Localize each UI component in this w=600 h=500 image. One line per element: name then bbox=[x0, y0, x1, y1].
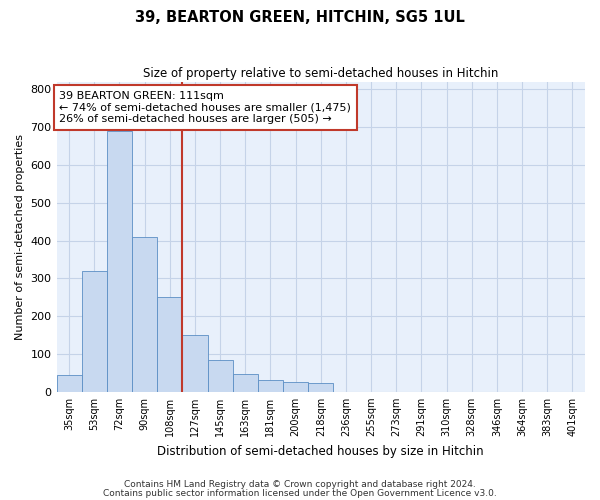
Bar bbox=[56, 375, 82, 392]
Bar bbox=[233, 374, 258, 392]
Bar bbox=[308, 384, 334, 392]
Bar bbox=[157, 298, 182, 392]
Text: 39 BEARTON GREEN: 111sqm
← 74% of semi-detached houses are smaller (1,475)
26% o: 39 BEARTON GREEN: 111sqm ← 74% of semi-d… bbox=[59, 91, 351, 124]
Bar bbox=[182, 335, 208, 392]
Title: Size of property relative to semi-detached houses in Hitchin: Size of property relative to semi-detach… bbox=[143, 68, 499, 80]
Bar bbox=[208, 360, 233, 392]
Y-axis label: Number of semi-detached properties: Number of semi-detached properties bbox=[15, 134, 25, 340]
Bar bbox=[258, 380, 283, 392]
Text: Contains public sector information licensed under the Open Government Licence v3: Contains public sector information licen… bbox=[103, 490, 497, 498]
Text: Contains HM Land Registry data © Crown copyright and database right 2024.: Contains HM Land Registry data © Crown c… bbox=[124, 480, 476, 489]
Bar bbox=[283, 382, 308, 392]
X-axis label: Distribution of semi-detached houses by size in Hitchin: Distribution of semi-detached houses by … bbox=[157, 444, 484, 458]
Text: 39, BEARTON GREEN, HITCHIN, SG5 1UL: 39, BEARTON GREEN, HITCHIN, SG5 1UL bbox=[135, 10, 465, 25]
Bar bbox=[107, 131, 132, 392]
Bar bbox=[82, 271, 107, 392]
Bar bbox=[132, 236, 157, 392]
